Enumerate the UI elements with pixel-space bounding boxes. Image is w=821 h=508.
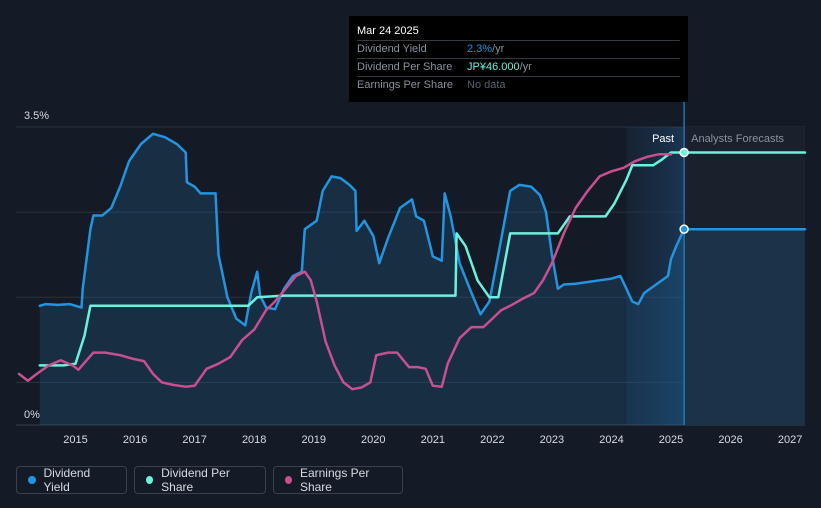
tooltip-value: No data xyxy=(467,79,506,91)
tooltip-label: Dividend Per Share xyxy=(357,61,453,73)
x-tick-label: 2016 xyxy=(123,434,147,446)
x-tick-label: 2023 xyxy=(540,434,564,446)
tooltip-row-earnings-per-share: Earnings Per Share No data xyxy=(357,77,680,94)
x-tick-label: 2020 xyxy=(361,434,385,446)
axis-group: 3.5% 0% 2015 2016 2017 2018 2019 2020 2021 2022 20… xyxy=(24,110,802,446)
tooltip-label: Earnings Per Share xyxy=(357,79,453,91)
forecast-region xyxy=(684,127,805,425)
legend-dot-icon xyxy=(28,476,36,484)
x-tick-label: 2022 xyxy=(480,434,504,446)
x-tick-label: 2015 xyxy=(63,434,87,446)
series-line xyxy=(17,152,673,391)
legend-label: Dividend Yield xyxy=(43,466,91,494)
legend-dot-icon xyxy=(146,476,154,484)
series-line xyxy=(38,151,807,367)
past-shade xyxy=(626,127,685,425)
legend-label: Earnings Per Share xyxy=(299,466,370,494)
forecast-label: Analysts Forecasts xyxy=(691,133,784,145)
tooltip-row-dividend-yield: Dividend Yield 2.3% /yr xyxy=(357,41,680,59)
legend-dividend-per-share[interactable]: Dividend Per Share xyxy=(134,466,266,494)
x-tick-label: 2018 xyxy=(242,434,266,446)
tooltip-value: 2.3% xyxy=(467,43,493,55)
series-area xyxy=(39,133,806,426)
tooltip-value: JP¥46.000 xyxy=(467,61,520,73)
tooltip-label: Dividend Yield xyxy=(357,43,427,55)
past-label: Past xyxy=(652,133,674,145)
legend-dividend-yield[interactable]: Dividend Yield xyxy=(16,466,127,494)
y-axis-top-label: 3.5% xyxy=(24,110,49,122)
tooltip-date: Mar 24 2025 xyxy=(357,22,680,41)
x-tick-label: 2017 xyxy=(182,434,206,446)
legend-dot-icon xyxy=(285,476,292,484)
legend-label: Dividend Per Share xyxy=(161,466,230,494)
x-tick-label: 2025 xyxy=(659,434,683,446)
series-group xyxy=(17,132,807,426)
series-line xyxy=(38,132,807,327)
marker-group xyxy=(679,147,689,234)
x-tick-label: 2024 xyxy=(599,434,623,446)
tooltip-unit: /yr xyxy=(492,43,505,55)
y-axis-bottom-label: 0% xyxy=(24,409,40,421)
x-tick-label: 2027 xyxy=(778,434,802,446)
x-tick-label: 2019 xyxy=(301,434,325,446)
tooltip-unit: /yr xyxy=(519,61,532,73)
tooltip-row-dividend-per-share: Dividend Per Share JP¥46.000 /yr xyxy=(357,59,680,77)
series-marker xyxy=(679,147,689,158)
legend-earnings-per-share[interactable]: Earnings Per Share xyxy=(273,466,403,494)
x-tick-label: 2021 xyxy=(421,434,445,446)
x-tick-label: 2026 xyxy=(718,434,742,446)
series-marker xyxy=(679,224,689,234)
tooltip: Mar 24 2025 Dividend Yield 2.3% /yr Divi… xyxy=(349,16,688,102)
